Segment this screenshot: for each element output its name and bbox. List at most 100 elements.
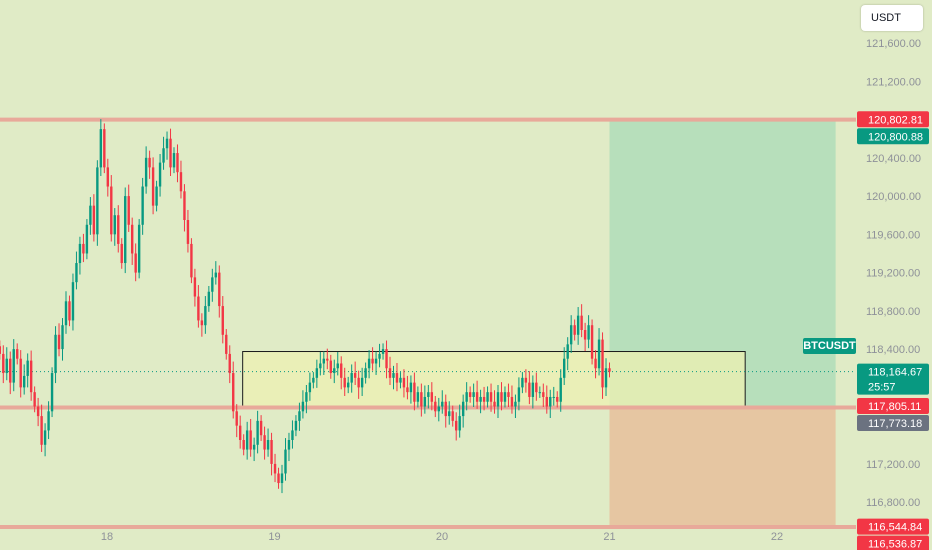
- candle-body: [559, 377, 562, 402]
- candle-body: [312, 377, 315, 383]
- candle-body: [587, 325, 590, 340]
- candle-body: [137, 224, 141, 273]
- candle-body: [176, 153, 179, 173]
- candle-body: [298, 411, 301, 421]
- price-badge-value: 117,773.18: [868, 418, 922, 430]
- candle-body: [357, 377, 360, 388]
- candle-body: [245, 430, 249, 450]
- candle-body: [552, 396, 555, 398]
- y-tick-label: 121,600.00: [866, 38, 921, 50]
- candle-body: [277, 473, 280, 484]
- candle-body: [211, 277, 214, 292]
- candle-body: [256, 420, 259, 445]
- candle-body: [22, 375, 26, 388]
- candle-body: [40, 416, 43, 445]
- candle-body: [493, 401, 496, 407]
- candle-body: [218, 272, 221, 307]
- candle-body: [124, 196, 127, 264]
- candle-body: [9, 358, 12, 383]
- candle-body: [263, 435, 266, 450]
- candle-body: [238, 425, 242, 440]
- candle-body: [392, 373, 395, 378]
- candle-body: [406, 387, 409, 393]
- price-badge-value: 116,544.84: [868, 522, 922, 534]
- price-badge-value: 120,802.81: [868, 114, 923, 126]
- x-tick-label: 19: [268, 531, 280, 543]
- candle-body: [573, 325, 576, 335]
- candle-body: [455, 420, 458, 431]
- candle-body: [183, 191, 186, 220]
- y-tick-label: 116,800.00: [866, 497, 920, 509]
- candle-body: [416, 392, 420, 402]
- candle-body: [353, 373, 357, 378]
- candle-body: [430, 392, 434, 402]
- candle-body: [503, 392, 507, 402]
- price-badge: [857, 111, 929, 128]
- candle-body: [50, 373, 54, 412]
- candle-body: [148, 157, 151, 168]
- candle-body: [144, 157, 148, 187]
- candle-body: [472, 392, 475, 397]
- candle-body: [186, 220, 190, 244]
- price-badge-value: 116,536.87: [868, 539, 922, 550]
- candle-body: [151, 167, 155, 206]
- candle-body: [207, 291, 211, 307]
- candle-body: [0, 346, 2, 354]
- candle-body: [441, 401, 444, 407]
- candle-body: [259, 420, 263, 436]
- candle-body: [47, 411, 50, 431]
- currency-button[interactable]: USDT: [861, 5, 923, 31]
- candle-body: [294, 420, 298, 431]
- candle-body: [249, 430, 252, 450]
- candle-body: [113, 215, 116, 235]
- candle-body: [528, 382, 531, 397]
- candle-body: [301, 401, 305, 412]
- candle-body: [549, 396, 552, 407]
- candle-body: [197, 296, 200, 321]
- candle-body: [89, 205, 92, 225]
- candle-body: [266, 440, 270, 450]
- candle-body: [225, 334, 228, 354]
- candle-body: [85, 224, 89, 254]
- candle-body: [333, 368, 336, 374]
- candle-body: [510, 396, 514, 407]
- price-badge: [857, 518, 929, 535]
- candle-body: [190, 243, 193, 278]
- price-badge: [857, 398, 929, 415]
- candle-body: [228, 353, 231, 374]
- candle-body: [420, 392, 423, 407]
- loss-zone: [609, 406, 836, 528]
- candle-body: [141, 186, 144, 225]
- candle-body: [162, 148, 165, 163]
- candle-body: [569, 325, 573, 345]
- candle-body: [583, 330, 587, 340]
- candle-body: [597, 339, 601, 369]
- candle-body: [127, 196, 130, 225]
- candle-body: [158, 162, 162, 187]
- candle-body: [538, 392, 542, 394]
- candle-body: [399, 377, 402, 383]
- candle-body: [496, 392, 500, 407]
- candle-body: [165, 138, 169, 149]
- candle-body: [427, 392, 430, 397]
- candle-body: [566, 344, 569, 359]
- candle-body: [507, 392, 510, 397]
- candle-body: [284, 449, 287, 474]
- candle-body: [61, 325, 64, 350]
- candle-body: [221, 306, 224, 335]
- candle-body: [367, 358, 371, 369]
- candle-body: [103, 129, 106, 168]
- candle-body: [395, 373, 399, 383]
- y-tick-label: 120,400.00: [866, 153, 921, 165]
- candle-body: [82, 243, 85, 254]
- candle-body: [71, 282, 75, 321]
- candle-body: [273, 463, 277, 474]
- candle-body: [590, 325, 594, 359]
- candle-body: [378, 353, 381, 359]
- candle-body: [448, 411, 451, 417]
- candle-body: [179, 172, 183, 192]
- candle-body: [172, 153, 176, 168]
- candle-body: [489, 392, 493, 402]
